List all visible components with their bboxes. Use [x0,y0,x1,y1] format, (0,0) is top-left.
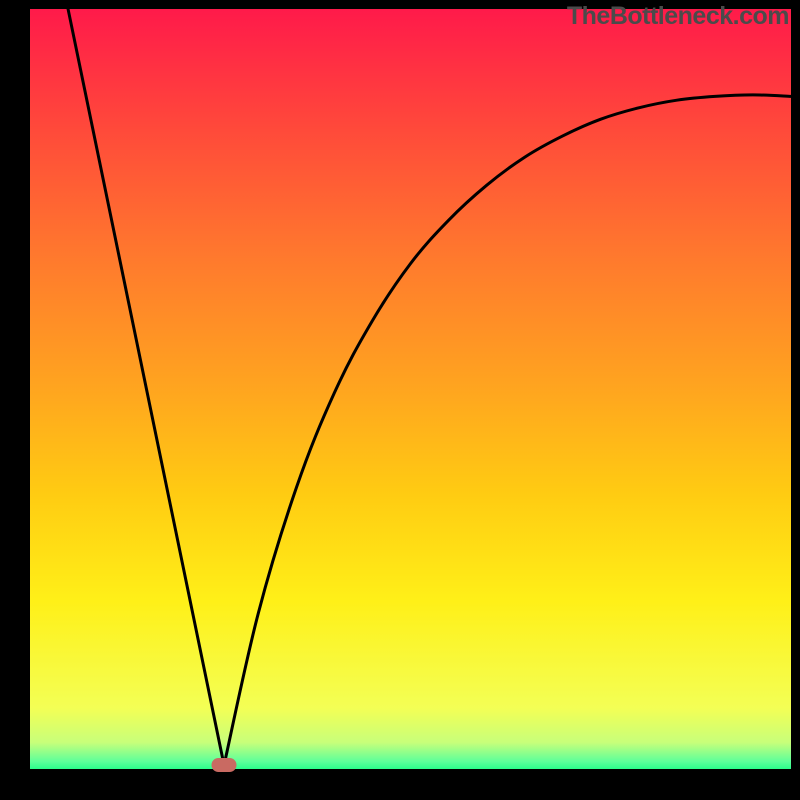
bottleneck-curve-path [68,9,791,765]
minimum-marker [212,758,237,772]
curve-svg [0,0,800,800]
chart-root: TheBottleneck.com [0,0,800,800]
